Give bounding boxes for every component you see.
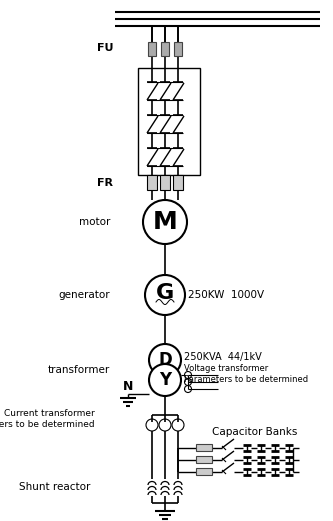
Bar: [196, 456, 212, 463]
Bar: [161, 42, 169, 56]
Text: D: D: [158, 351, 172, 369]
Bar: [148, 42, 156, 56]
Bar: [174, 42, 182, 56]
Text: motor: motor: [79, 217, 110, 227]
Text: 250KW  1000V: 250KW 1000V: [188, 290, 264, 300]
Bar: [160, 175, 170, 190]
Circle shape: [149, 344, 181, 376]
Bar: [147, 175, 157, 190]
Bar: [173, 175, 183, 190]
Text: FR: FR: [97, 178, 113, 188]
Circle shape: [149, 364, 181, 396]
Text: Current transformer
Parameters to be determined: Current transformer Parameters to be det…: [0, 410, 95, 429]
Text: M: M: [153, 210, 177, 234]
Text: generator: generator: [58, 290, 110, 300]
Text: 250KVA  44/1kV: 250KVA 44/1kV: [184, 352, 262, 362]
Text: transformer: transformer: [48, 365, 110, 375]
Bar: [196, 468, 212, 475]
Text: Voltage transformer
Parameters to be determined: Voltage transformer Parameters to be det…: [184, 364, 308, 383]
Circle shape: [143, 200, 187, 244]
Text: N: N: [123, 379, 133, 392]
Text: Shunt reactor: Shunt reactor: [19, 482, 90, 492]
Text: G: G: [156, 283, 174, 303]
Text: FU: FU: [97, 43, 113, 53]
Bar: [138, 68, 200, 175]
Text: Capacitor Banks: Capacitor Banks: [212, 427, 298, 437]
Text: Y: Y: [159, 371, 171, 389]
Circle shape: [145, 275, 185, 315]
Bar: [196, 444, 212, 451]
